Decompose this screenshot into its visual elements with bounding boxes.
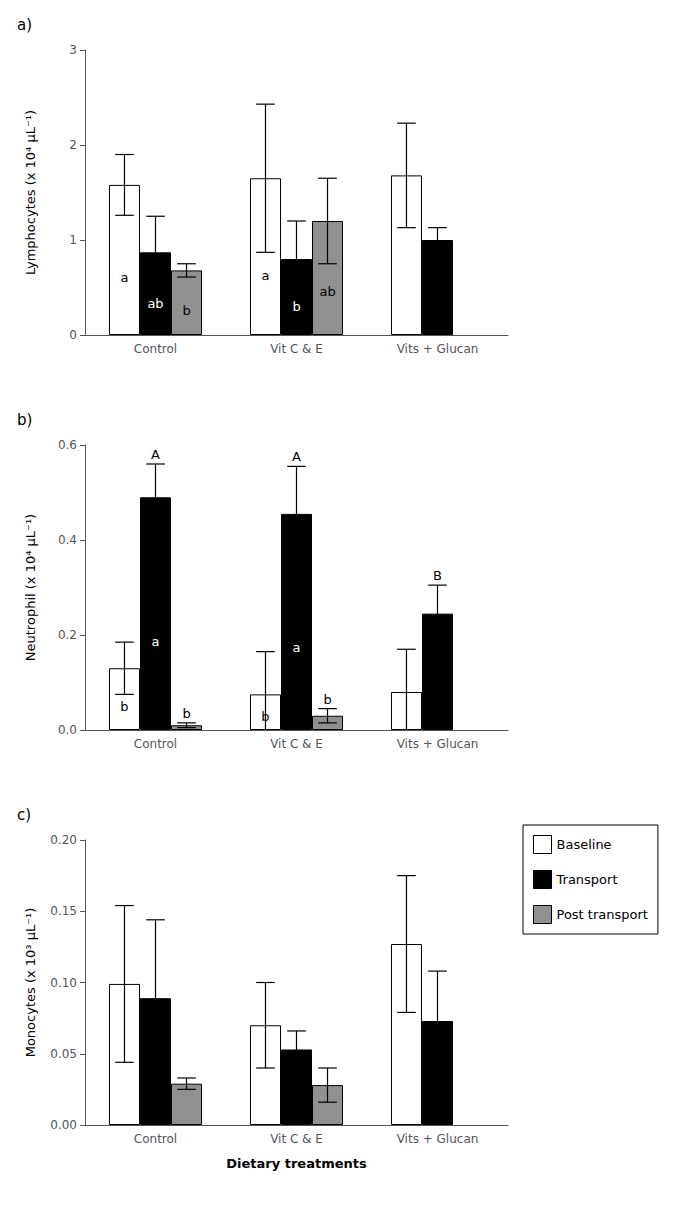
svg-text:Vit C & E: Vit C & E (270, 1132, 323, 1146)
svg-text:a: a (261, 268, 269, 283)
svg-text:a: a (120, 270, 128, 285)
svg-text:Vit C & E: Vit C & E (270, 342, 323, 356)
svg-text:b: b (323, 692, 331, 707)
svg-text:3: 3 (69, 43, 77, 57)
svg-text:0.4: 0.4 (58, 533, 77, 547)
svg-text:ab: ab (319, 284, 335, 299)
svg-text:0.2: 0.2 (58, 628, 77, 642)
svg-text:B: B (433, 568, 442, 583)
svg-text:Baseline: Baseline (557, 837, 612, 852)
svg-text:Monocytes (x 10³ μL⁻¹): Monocytes (x 10³ μL⁻¹) (23, 908, 38, 1058)
svg-text:Dietary treatments: Dietary treatments (226, 1156, 367, 1171)
svg-text:0.00: 0.00 (50, 1118, 77, 1132)
svg-text:2: 2 (69, 138, 77, 152)
svg-text:0.0: 0.0 (58, 723, 77, 737)
svg-text:b: b (292, 299, 300, 314)
svg-text:a): a) (17, 16, 32, 34)
svg-text:Control: Control (134, 1132, 177, 1146)
svg-text:b: b (182, 706, 190, 721)
svg-text:A: A (151, 447, 160, 462)
svg-text:0: 0 (69, 328, 77, 342)
svg-text:Lymphocytes (x 10⁴ μL⁻¹): Lymphocytes (x 10⁴ μL⁻¹) (23, 110, 38, 275)
svg-text:Neutrophil (x 10⁴ μL⁻¹): Neutrophil (x 10⁴ μL⁻¹) (23, 514, 38, 661)
svg-text:Vit C & E: Vit C & E (270, 737, 323, 751)
svg-text:0.6: 0.6 (58, 438, 77, 452)
svg-text:1: 1 (69, 233, 77, 247)
svg-text:b: b (261, 709, 269, 724)
svg-text:Post transport: Post transport (557, 907, 648, 922)
svg-text:Vits + Glucan: Vits + Glucan (397, 1132, 479, 1146)
svg-text:b): b) (17, 411, 32, 429)
svg-text:b: b (120, 699, 128, 714)
svg-text:a: a (293, 640, 301, 655)
svg-text:0.05: 0.05 (50, 1047, 77, 1061)
svg-text:A: A (292, 449, 301, 464)
svg-text:0.20: 0.20 (50, 833, 77, 847)
svg-text:Transport: Transport (556, 872, 618, 887)
svg-text:0.15: 0.15 (50, 904, 77, 918)
svg-text:Vits + Glucan: Vits + Glucan (397, 737, 479, 751)
svg-text:Control: Control (134, 342, 177, 356)
svg-text:b: b (182, 303, 190, 318)
svg-text:c): c) (17, 806, 31, 824)
svg-text:a: a (152, 634, 160, 649)
svg-text:ab: ab (147, 296, 163, 311)
svg-text:0.10: 0.10 (50, 976, 77, 990)
svg-text:Vits + Glucan: Vits + Glucan (397, 342, 479, 356)
svg-text:Control: Control (134, 737, 177, 751)
